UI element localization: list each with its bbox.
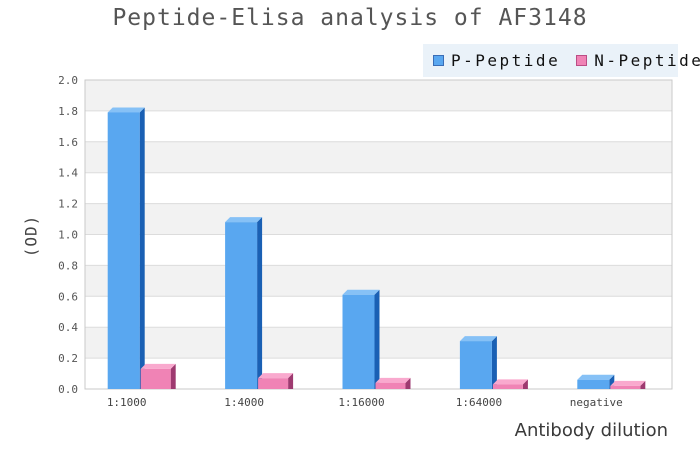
bar-side-p-peptide-1-4000 [257,217,263,389]
bar-top-p-peptide-1-1000 [107,107,145,113]
bar-top-n-peptide-1-64000 [492,379,528,385]
x-tick-label: 1:1000 [107,396,147,409]
bar-n-peptide-1-4000 [258,378,289,389]
bar-side-n-peptide-1-4000 [288,373,294,389]
bar-n-peptide-1-64000 [492,384,523,389]
chart-title: Peptide-Elisa analysis of AF3148 [112,5,588,31]
grid-band [85,203,672,235]
n-peptide-swatch-icon [576,55,588,66]
grid-band [85,80,672,111]
y-tick-label: 1.0 [58,229,78,242]
y-axis-title: (OD) [21,214,41,258]
bar-top-p-peptide-negative [577,374,615,380]
x-tick-label: 1:4000 [224,396,264,409]
bar-top-p-peptide-1-64000 [459,336,497,342]
bar-n-peptide-negative [610,385,641,389]
y-tick-label: 1.6 [58,136,78,149]
bar-p-peptide-negative [577,379,610,389]
x-tick-label: 1:64000 [456,396,502,409]
bar-side-p-peptide-1-1000 [139,107,145,389]
bar-top-n-peptide-1-4000 [258,373,294,379]
bar-side-p-peptide-1-64000 [491,336,497,389]
grid-band [85,110,672,142]
grid-band [85,141,672,173]
bar-top-p-peptide-1-4000 [225,217,263,223]
bar-n-peptide-1-1000 [140,368,171,389]
y-tick-label: 1.4 [58,167,78,180]
bar-top-n-peptide-negative [610,380,646,386]
x-axis-title: Antibody dilution [514,420,668,441]
y-tick-label: 0.4 [58,321,78,334]
bar-side-n-peptide-1-16000 [405,377,411,389]
legend-label-p-peptide: P-Peptide [451,51,561,70]
legend-item-p-peptide: P-Peptide [433,51,560,70]
x-tick-label: negative [570,396,623,409]
legend-label-n-peptide: N-Peptide [594,51,700,70]
bar-top-n-peptide-1-16000 [375,377,411,383]
bar-side-n-peptide-1-64000 [522,379,528,389]
y-tick-label: 0.2 [58,352,78,365]
p-peptide-swatch-icon [433,55,444,66]
legend-item-n-peptide: N-Peptide [576,51,700,70]
bar-side-n-peptide-negative [640,380,646,389]
y-tick-label: 0.8 [58,259,78,272]
bar-p-peptide-1-16000 [342,294,375,389]
legend: P-Peptide N-Peptide [423,44,700,77]
y-tick-label: 1.2 [58,198,78,211]
bar-p-peptide-1-1000 [107,112,140,389]
y-tick-label: 1.8 [58,105,78,118]
grid-band [85,234,672,266]
bar-p-peptide-1-64000 [459,341,492,389]
y-tick-label: 0.6 [58,290,78,303]
bar-side-p-peptide-1-16000 [374,289,380,389]
y-tick-label: 0.0 [58,383,78,396]
x-tick-label: 1:16000 [338,396,384,409]
bar-side-n-peptide-1-1000 [170,363,176,389]
y-tick-label: 2.0 [58,74,78,87]
bar-top-p-peptide-1-16000 [342,289,380,295]
bar-p-peptide-1-4000 [225,222,258,389]
grid-band [85,172,672,204]
bar-n-peptide-1-16000 [375,382,406,389]
bar-top-n-peptide-1-1000 [140,363,176,369]
